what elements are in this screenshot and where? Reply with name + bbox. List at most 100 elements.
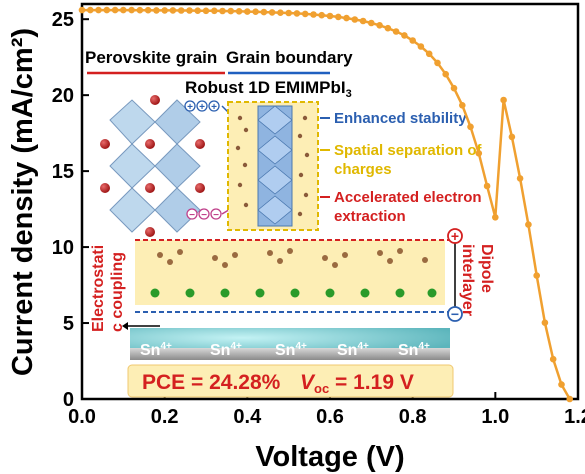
data-point [351, 16, 359, 23]
data-point [343, 14, 350, 22]
dipole-label-1: Dipole [478, 244, 495, 293]
data-point [285, 9, 293, 17]
data-point [301, 10, 309, 18]
data-point [508, 133, 516, 141]
perovskite-octahedra [100, 95, 205, 237]
sn-label-5: Sn4+ [398, 341, 430, 359]
data-point [177, 7, 185, 14]
data-point [376, 22, 383, 29]
y-axis-ticks: 0 5 10 15 20 25 [52, 9, 89, 411]
data-point [128, 6, 135, 14]
data-point [227, 7, 235, 15]
svg-text:−: − [201, 210, 207, 221]
data-point [442, 70, 450, 78]
data-point [211, 7, 218, 15]
data-point [153, 7, 160, 14]
svg-text:−: − [451, 306, 459, 322]
x-axis-label: Voltage (V) [255, 441, 404, 473]
emim-molecules [157, 248, 428, 268]
data-point [533, 272, 540, 279]
data-point [434, 59, 441, 67]
x-tick-label: 0.4 [233, 406, 262, 428]
data-point [144, 6, 152, 14]
sn-label-2: Sn4+ [210, 341, 242, 359]
spatial-separation-label-2: charges [334, 161, 392, 178]
dipole-minus-icon [447, 306, 463, 322]
sn-label-4: Sn4+ [337, 341, 369, 359]
svg-text:+: + [187, 102, 193, 113]
sno2-layer [130, 328, 450, 360]
svg-text:+: + [199, 102, 205, 113]
svg-text:−: − [213, 210, 219, 221]
data-point [111, 6, 119, 14]
x-tick-label: 0.8 [399, 406, 427, 428]
schematic-inset: Perovskite grain Grain boundary Robust 1… [85, 48, 495, 398]
y-tick-label: 15 [52, 161, 74, 183]
y-tick-label: 0 [63, 389, 74, 411]
robust-layer-label: Robust 1D EMIMPbI3 [185, 78, 352, 100]
data-point [392, 28, 400, 35]
data-point [103, 6, 111, 14]
data-point [268, 9, 276, 16]
y-tick-label: 20 [52, 85, 74, 107]
data-point [450, 84, 458, 92]
data-point [95, 6, 102, 14]
spatial-separation-label-1: Spatial separation of [334, 142, 483, 159]
data-point [194, 7, 201, 14]
sn-label-3: Sn4+ [275, 341, 307, 359]
data-point [417, 43, 425, 50]
electrostatic-label-1: Electrostati [90, 245, 107, 332]
positive-charge-group: + + + [184, 100, 233, 117]
data-point [368, 19, 375, 27]
data-point [136, 6, 144, 14]
x-tick-label: 1.0 [481, 406, 509, 428]
pce-value: PCE = 24.28% [142, 371, 281, 394]
svg-text:−: − [189, 210, 195, 221]
one-d-chain [235, 105, 310, 227]
performance-box [127, 364, 454, 398]
data-point [475, 150, 483, 157]
data-point [500, 96, 507, 104]
data-point [401, 32, 408, 39]
data-point [549, 355, 557, 363]
data-point [566, 395, 573, 403]
x-tick-label: 0.6 [316, 406, 344, 428]
data-point [425, 50, 433, 58]
x-tick-label: 0.0 [68, 406, 96, 428]
voc-value: Voc = 1.19 V [300, 371, 414, 396]
data-point [558, 381, 565, 388]
svg-text:+: + [451, 228, 459, 244]
data-point [219, 7, 226, 15]
data-point [318, 11, 326, 19]
svg-text:+: + [211, 102, 217, 113]
data-point [252, 8, 259, 15]
y-tick-label: 25 [52, 9, 74, 31]
data-point [459, 102, 466, 109]
data-point [326, 12, 334, 20]
data-point [235, 8, 243, 15]
data-point [409, 37, 417, 44]
dipole-label-2: interlayer [459, 244, 476, 316]
data-point [492, 214, 499, 221]
x-tick-label: 1.2 [564, 406, 585, 428]
data-point [293, 10, 301, 17]
iodide-layer [150, 288, 437, 298]
accelerated-extraction-label-1: Accelerated electron [334, 189, 482, 206]
data-point [120, 6, 127, 14]
data-point [78, 6, 86, 14]
data-point [359, 17, 367, 25]
series-layer [78, 6, 573, 403]
electrostatic-label-2: c coupling [109, 252, 126, 332]
data-point [87, 6, 94, 14]
data-point [384, 24, 392, 32]
grain-boundary-label: Grain boundary [226, 48, 353, 67]
data-point [335, 13, 342, 21]
data-point [244, 8, 251, 15]
data-point [161, 7, 168, 14]
coupling-arrow-icon [122, 322, 128, 330]
data-point [516, 175, 524, 182]
y-tick-label: 5 [63, 313, 74, 335]
data-point [277, 9, 284, 16]
data-point [169, 7, 177, 14]
accelerated-extraction-label-2: extraction [334, 208, 406, 225]
